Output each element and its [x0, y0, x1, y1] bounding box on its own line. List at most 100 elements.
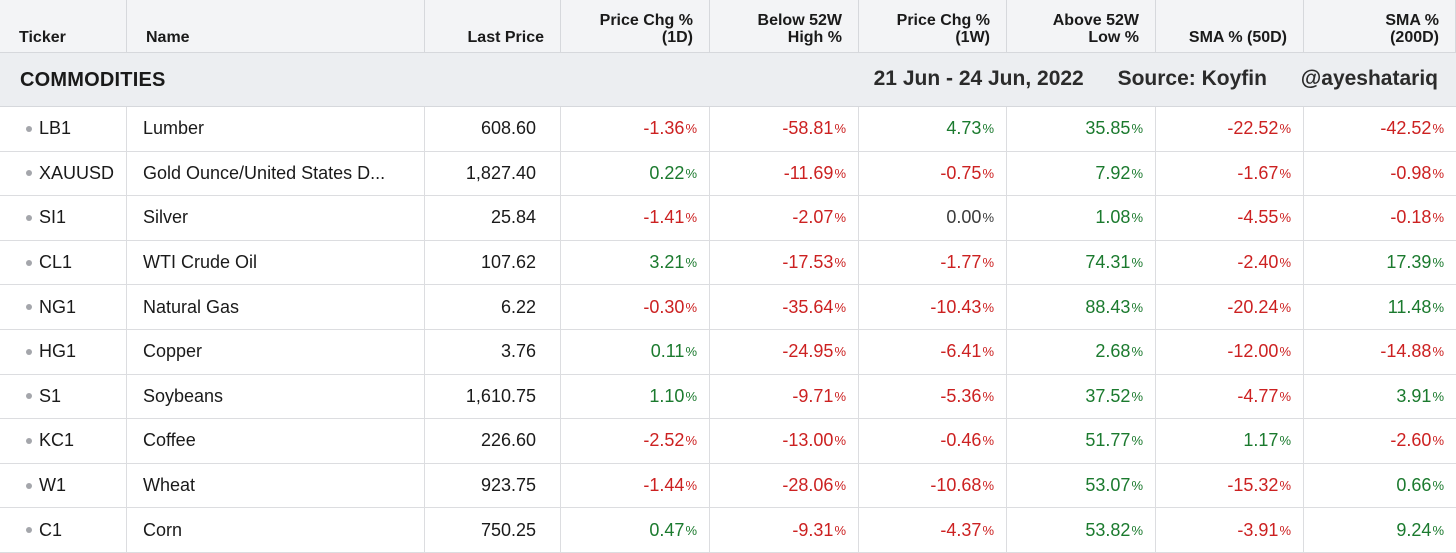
percent-value: -0.98 — [1390, 162, 1432, 183]
price-chg-1d-cell: 1.10% — [561, 374, 710, 419]
percent-unit: % — [1279, 165, 1291, 181]
price-chg-1w-cell: -1.77% — [859, 240, 1007, 285]
percent-unit: % — [1432, 165, 1444, 181]
row-bullet-icon — [26, 527, 32, 534]
percent-unit: % — [1131, 121, 1143, 137]
percent-value: 0.66 — [1396, 475, 1432, 496]
percent-value: -2.52 — [643, 430, 685, 451]
below-52w-high-cell: -13.00% — [710, 419, 859, 463]
ticker-symbol[interactable]: W1 — [39, 475, 66, 496]
column-header-last-price[interactable]: Last Price — [425, 0, 561, 53]
percent-value: -0.18 — [1390, 207, 1432, 228]
percent-value: 7.92 — [1095, 162, 1131, 183]
percent-value: -1.44 — [643, 475, 685, 496]
price-chg-1w-cell: -0.75% — [859, 151, 1007, 196]
percent-unit: % — [982, 522, 994, 538]
ticker-symbol[interactable]: SI1 — [39, 207, 67, 228]
percent-unit: % — [685, 388, 697, 404]
last-price-cell: 107.62 — [425, 240, 561, 285]
ticker-symbol[interactable]: NG1 — [39, 296, 77, 317]
last-price-cell: 226.60 — [425, 419, 561, 463]
percent-value: -5.36 — [940, 385, 982, 406]
table-row[interactable]: HG1 Copper 3.76 0.11% -24.95% -6.41% 2.68% -12.… — [0, 329, 1456, 375]
ticker-symbol[interactable]: KC1 — [39, 430, 75, 451]
sma-50d-cell: -12.00% — [1156, 329, 1304, 374]
table-row[interactable]: SI1 Silver 25.84 -1.41% -2.07% 0.00% 1.08% -4.5… — [0, 196, 1456, 241]
above-52w-low-cell: 2.68% — [1007, 329, 1156, 374]
percent-value: 88.43 — [1085, 296, 1131, 317]
column-header-sma-200d[interactable]: SMA % (200D) — [1304, 0, 1456, 53]
table-row[interactable]: XAUUSD Gold Ounce/United States D... 1,827… — [0, 151, 1456, 197]
percent-value: -15.32 — [1227, 475, 1279, 496]
ticker-symbol[interactable]: S1 — [39, 385, 62, 406]
percent-unit: % — [982, 478, 994, 494]
column-header-above-52w-low[interactable]: Above 52W Low % — [1007, 0, 1156, 53]
ticker-cell: W1 — [0, 463, 127, 508]
price-chg-1d-cell: 0.22% — [561, 151, 710, 196]
above-52w-low-cell: 7.92% — [1007, 151, 1156, 196]
percent-value: -4.37 — [940, 519, 982, 540]
percent-unit: % — [1131, 433, 1143, 449]
table-row[interactable]: KC1 Coffee 226.60 -2.52% -13.00% -0.46% 51.77%… — [0, 419, 1456, 464]
table-row[interactable]: NG1 Natural Gas 6.22 -0.30% -35.64% -10.43% 88… — [0, 285, 1456, 330]
percent-unit: % — [1131, 299, 1143, 315]
percent-unit: % — [685, 433, 697, 449]
percent-value: 53.07 — [1085, 475, 1131, 496]
table-row[interactable]: C1 Corn 750.25 0.47% -9.31% -4.37% 53.82% -3.91… — [0, 508, 1456, 553]
ticker-symbol[interactable]: LB1 — [39, 118, 72, 139]
percent-value: 0.00 — [946, 207, 982, 228]
ticker-symbol[interactable]: XAUUSD — [39, 162, 115, 183]
percent-value: -0.75 — [940, 162, 982, 183]
price-chg-1w-cell: 0.00% — [859, 196, 1007, 240]
ticker-cell: C1 — [0, 508, 127, 552]
sma-50d-cell: -22.52% — [1156, 107, 1304, 151]
table-row[interactable]: W1 Wheat 923.75 -1.44% -28.06% -10.68% 53.07% -… — [0, 463, 1456, 509]
sma-200d-cell: -14.88% — [1304, 330, 1456, 374]
ticker-cell: XAUUSD — [0, 151, 127, 196]
column-header-price-chg-1d[interactable]: Price Chg % (1D) — [561, 0, 710, 53]
column-header-name[interactable]: Name — [127, 0, 425, 53]
ticker-symbol[interactable]: CL1 — [39, 252, 73, 273]
percent-value: 0.47 — [649, 519, 685, 540]
row-bullet-icon — [26, 393, 32, 400]
percent-unit: % — [1279, 121, 1291, 137]
percent-unit: % — [1131, 255, 1143, 271]
table-row[interactable]: S1 Soybeans 1,610.75 1.10% -9.71% -5.36% 37.52… — [0, 374, 1456, 420]
column-header-sma-50d[interactable]: SMA % (50D) — [1156, 0, 1304, 53]
ticker-cell: LB1 — [0, 107, 127, 151]
sma-200d-cell: -0.18% — [1304, 196, 1456, 240]
percent-unit: % — [1432, 210, 1444, 226]
percent-value: 1.17 — [1243, 430, 1279, 451]
price-chg-1d-cell: 0.11% — [561, 329, 710, 374]
ticker-symbol[interactable]: HG1 — [39, 341, 77, 362]
column-header-below-52w-high[interactable]: Below 52W High % — [710, 0, 859, 53]
percent-value: -14.88 — [1380, 341, 1432, 362]
below-52w-high-cell: -28.06% — [710, 463, 859, 508]
percent-unit: % — [834, 255, 846, 271]
percent-value: -9.31 — [792, 519, 834, 540]
price-chg-1d-cell: -2.52% — [561, 419, 710, 463]
percent-unit: % — [1432, 388, 1444, 404]
above-52w-low-cell: 37.52% — [1007, 374, 1156, 419]
ticker-symbol[interactable]: C1 — [39, 519, 63, 540]
sma-200d-cell: 3.91% — [1304, 375, 1456, 419]
price-chg-1w-cell: 4.73% — [859, 107, 1007, 151]
sma-200d-cell: -0.98% — [1304, 152, 1456, 196]
column-header-price-chg-1w[interactable]: Price Chg % (1W) — [859, 0, 1007, 53]
percent-value: 17.39 — [1386, 252, 1432, 273]
price-chg-1w-cell: -0.46% — [859, 419, 1007, 463]
percent-unit: % — [834, 478, 846, 494]
column-header-ticker[interactable]: Ticker — [0, 0, 127, 53]
below-52w-high-cell: -24.95% — [710, 329, 859, 374]
percent-unit: % — [1131, 210, 1143, 226]
percent-unit: % — [1131, 388, 1143, 404]
sma-200d-cell: 9.24% — [1304, 508, 1456, 552]
ticker-cell: NG1 — [0, 285, 127, 329]
percent-unit: % — [685, 344, 697, 360]
table-header: Ticker Name Last Price Price Chg % (1D) Belo… — [0, 0, 1456, 53]
above-52w-low-cell: 74.31% — [1007, 240, 1156, 285]
percent-value: -9.71 — [792, 385, 834, 406]
table-row[interactable]: LB1 Lumber 608.60 -1.36% -58.81% 4.73% 35.85% -… — [0, 107, 1456, 152]
percent-value: -2.40 — [1237, 252, 1279, 273]
table-row[interactable]: CL1 WTI Crude Oil 107.62 3.21% -17.53% -1.77%… — [0, 240, 1456, 286]
